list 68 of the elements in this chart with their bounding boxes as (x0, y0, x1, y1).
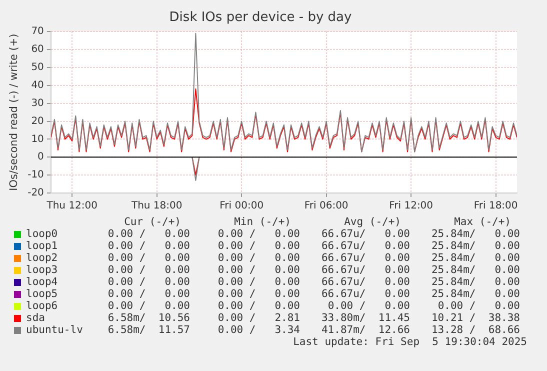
legend-label: loop4 (26, 276, 58, 288)
text: 6.58m/ 10.56 (108, 312, 190, 324)
text: 66.67u/ 0.00 (321, 228, 410, 240)
y-tick-label: 20 (31, 116, 44, 127)
y-tick-label: 30 (31, 98, 44, 109)
text: 66.67u/ 0.00 (321, 240, 410, 252)
text: 25.84m/ 0.00 (431, 252, 520, 264)
text: 10.21 / 38.38 (431, 312, 520, 324)
text: Cur (-/+) (124, 216, 181, 228)
text: 0.00 / 0.00 (108, 240, 190, 252)
text: 25.84m/ 0.00 (431, 288, 520, 300)
text: 33.80m/ 11.45 (321, 312, 410, 324)
y-tick-label: 10 (31, 134, 44, 145)
text: 0.00 / 0.00 (218, 252, 300, 264)
text: 0.00 / 0.00 (218, 276, 300, 288)
text: Avg (-/+) (344, 216, 401, 228)
x-tick-label: Thu 12:00 (46, 200, 98, 212)
text: 0.00 / 0.00 (108, 300, 190, 312)
text: 25.84m/ 0.00 (431, 228, 520, 240)
text: Max (-/+) (454, 216, 511, 228)
text: 0.00 / 0.00 (108, 252, 190, 264)
legend-label: loop0 (26, 228, 58, 240)
text: 0.00 / 0.00 (218, 300, 300, 312)
text: Last update: Fri Sep 5 19:30:04 2025 (293, 336, 527, 348)
text: 25.84m/ 0.00 (431, 240, 520, 252)
text: 66.67u/ 0.00 (321, 252, 410, 264)
text: 0.00 / 0.00 (108, 264, 190, 276)
text: 0.00 / 0.00 (108, 276, 190, 288)
x-tick-label: Fri 12:00 (389, 200, 434, 212)
text: 66.67u/ 0.00 (321, 288, 410, 300)
legend-label: ubuntu-lv (26, 324, 83, 336)
legend-label: loop5 (26, 288, 58, 300)
legend-label: loop3 (26, 264, 58, 276)
x-tick-label: Fri 18:00 (474, 200, 518, 212)
text: 41.87m/ 12.66 (321, 324, 410, 336)
y-tick-label: 60 (31, 44, 44, 56)
text: 0.00 / 0.00 (108, 288, 190, 300)
text: 25.84m/ 0.00 (431, 264, 520, 276)
y-tick-label: -10 (28, 170, 44, 181)
y-tick-label: 50 (31, 62, 44, 74)
text: 0.00 / 0.00 (218, 288, 300, 300)
text: 0.00 / 2.81 (218, 312, 300, 324)
chart-title: Disk IOs per device - by day (169, 10, 352, 26)
text: 0.00 / 0.00 (438, 300, 520, 312)
x-tick-label: Fri 00:00 (220, 200, 264, 212)
y-tick-label: 40 (31, 80, 44, 91)
text: 0.00 / 0.00 (108, 228, 190, 240)
x-tick-label: Fri 06:00 (304, 200, 348, 212)
x-tick-label: Thu 18:00 (130, 200, 182, 212)
y-tick-label: 0 (38, 152, 44, 163)
legend-label: sda (26, 312, 45, 324)
text: 66.67u/ 0.00 (321, 264, 410, 276)
y-tick-label: -20 (28, 188, 44, 199)
text: 0.00 / 0.00 (218, 240, 300, 252)
text: 13.28 / 68.66 (431, 324, 520, 336)
y-tick-label: 70 (31, 26, 44, 38)
text: 0.00 / 0.00 (218, 228, 300, 240)
text: 6.58m/ 11.57 (108, 324, 190, 336)
legend-label: loop1 (26, 240, 58, 252)
y-axis-title: IOs/second read (-) / write (+) (8, 34, 20, 191)
text: 66.67u/ 0.00 (321, 276, 410, 288)
text: 25.84m/ 0.00 (431, 276, 520, 288)
legend-label: loop2 (26, 252, 58, 264)
text: 0.00 / 0.00 (218, 264, 300, 276)
text: Min (-/+) (234, 216, 291, 228)
text: 0.00 / 0.00 (328, 300, 410, 312)
legend-label: loop6 (26, 300, 58, 312)
text: 0.00 / 3.34 (218, 324, 300, 336)
